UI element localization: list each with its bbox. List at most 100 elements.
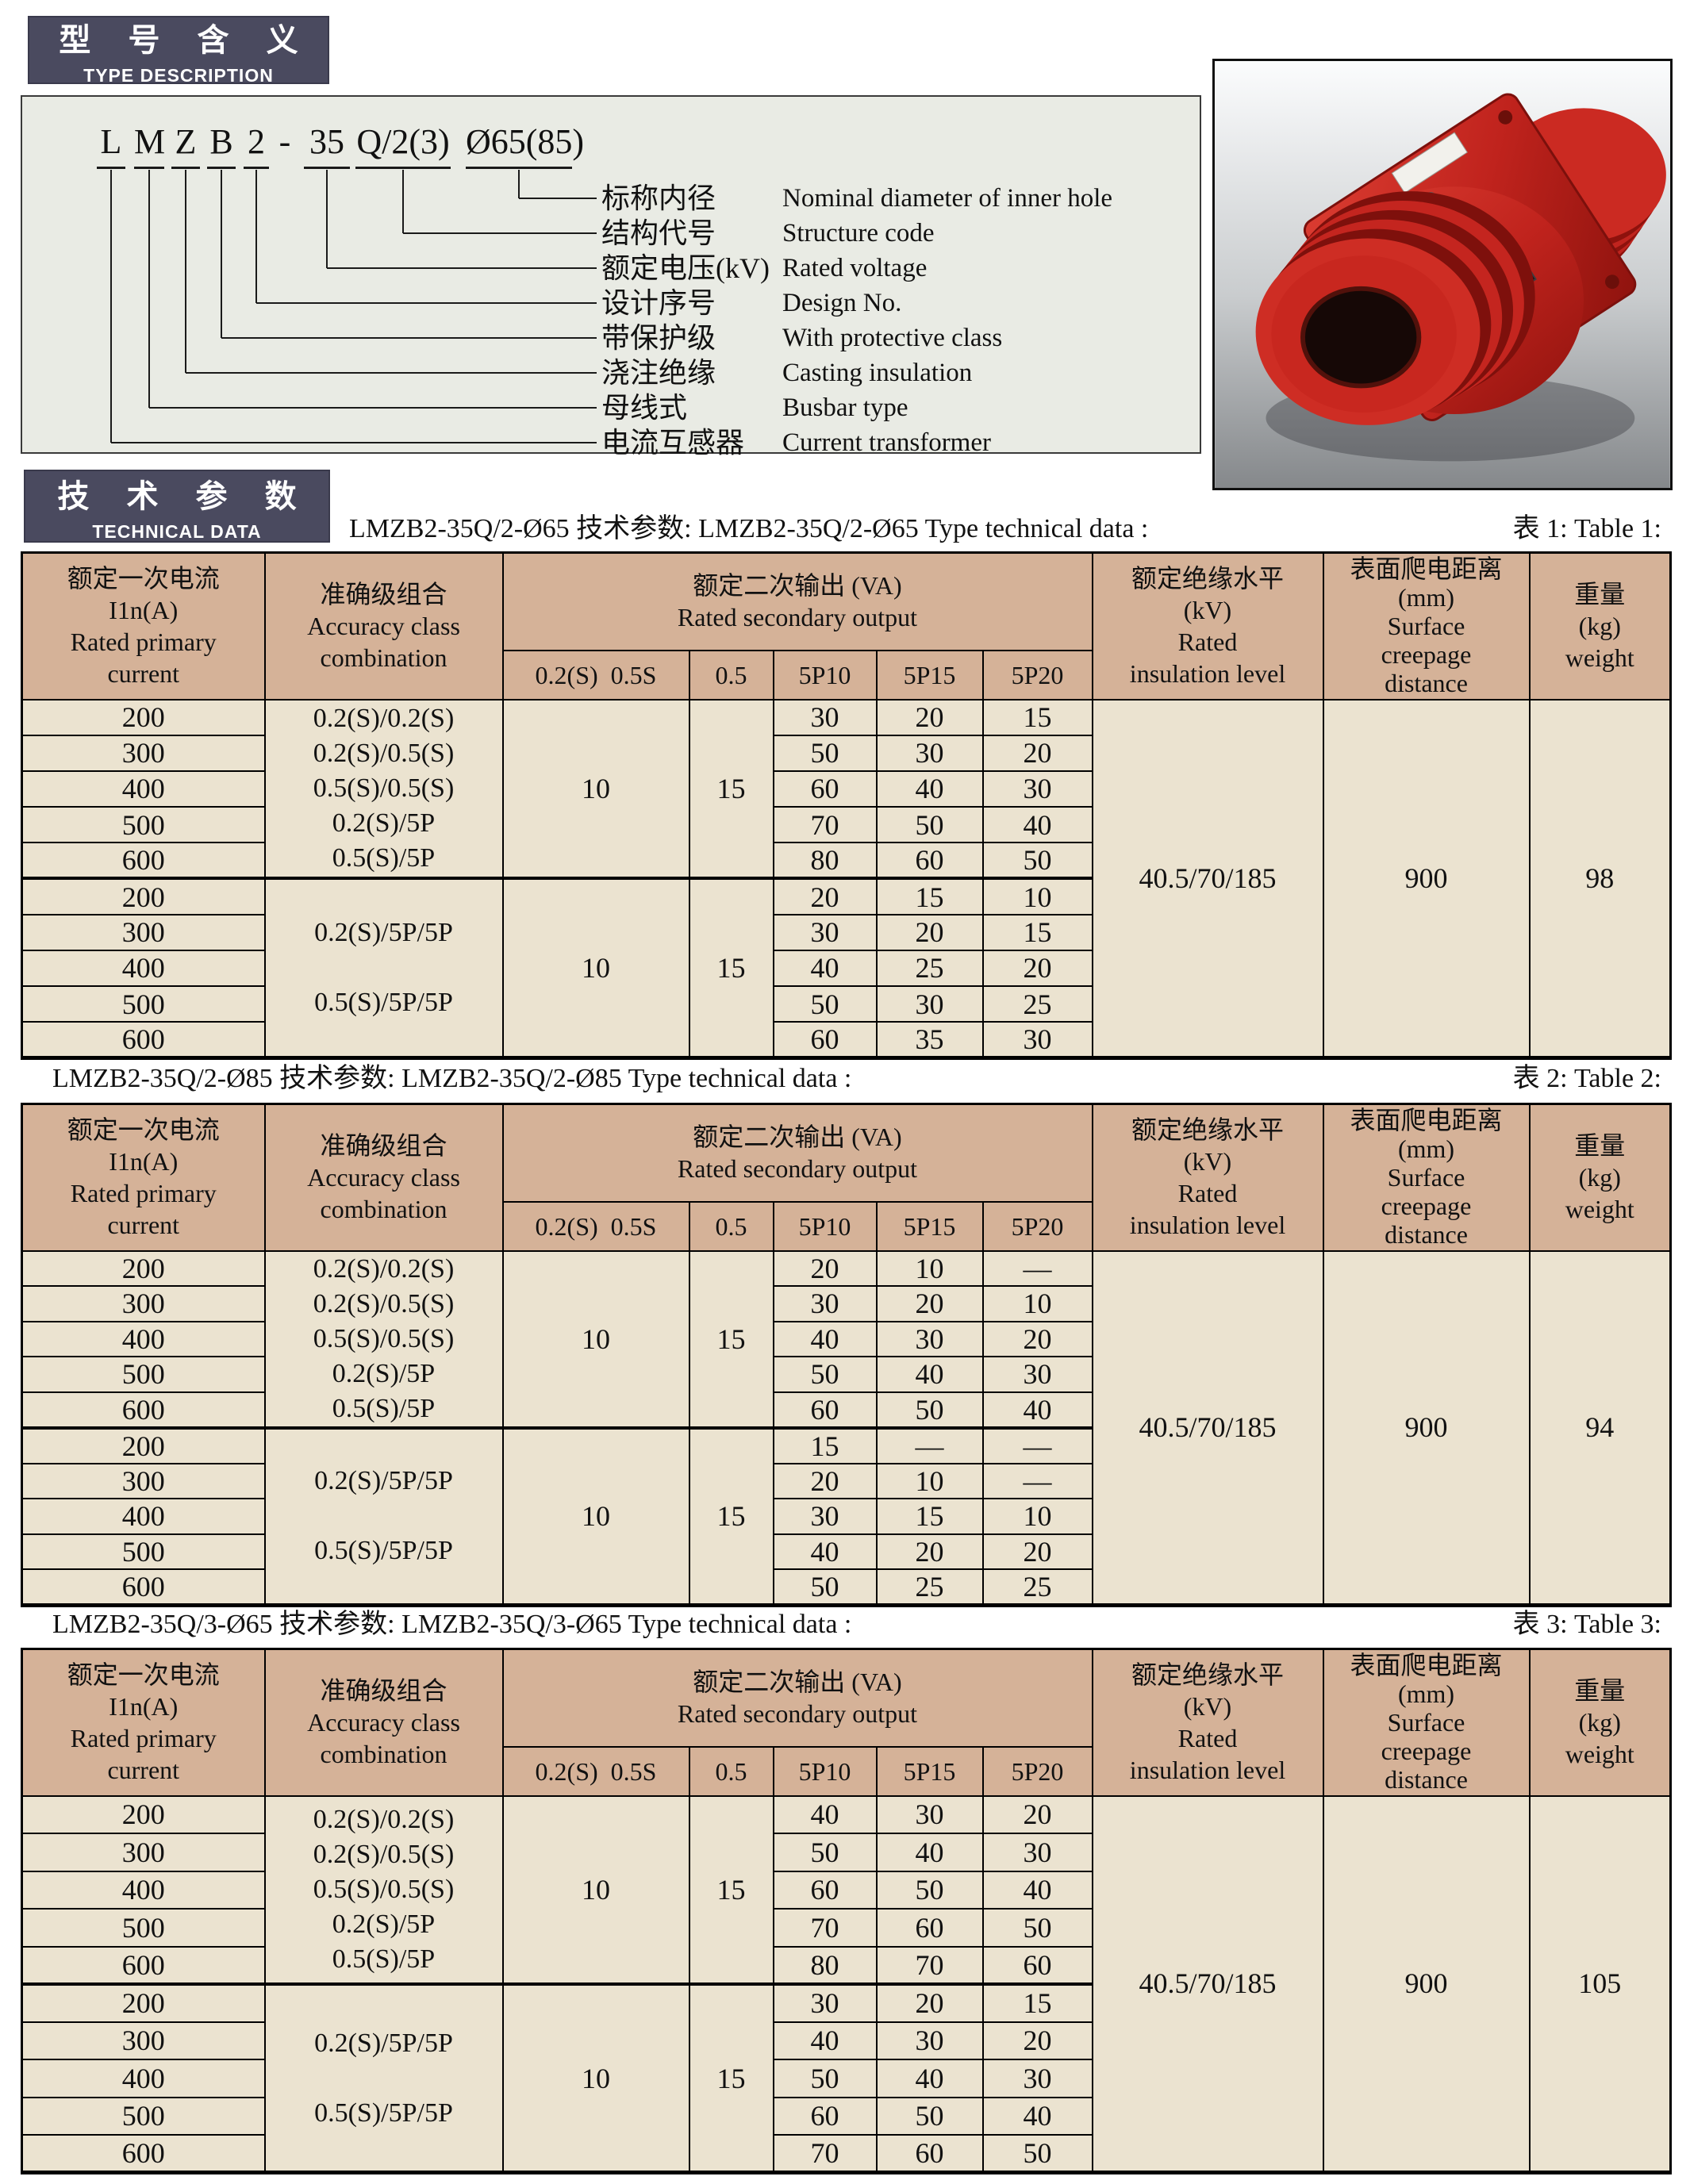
table-row: 200 0.2(S)/0.2(S) 0.2(S)/0.5(S) 0.5(S)/0.… [21,698,1672,1059]
type-label-en: With protective class [782,324,1003,352]
header-output-class: 0.5 [688,1200,774,1252]
technical-table-3: 额定一次电流 I1n(A) Rated primary current 准确级组合… [21,1648,1672,2174]
header-weight: 重量 (kg) weight [1528,1648,1672,1797]
table-row: 200 0.2(S)/0.2(S) 0.2(S)/0.5(S) 0.5(S)/0.… [21,1249,1672,1606]
header-insulation-level: 额定绝缘水平 (kV) Rated insulation level [1091,551,1324,700]
cell-primary-current: 400 [21,1498,266,1535]
cell-accuracy-combination: 0.2(S)/0.2(S) 0.2(S)/0.5(S) 0.5(S)/0.5(S… [263,698,504,880]
connector-line-horizontal [149,407,597,409]
type-code-segment: - [278,122,291,161]
cell-output-5p20: 20 [981,1320,1093,1357]
header-secondary-output: 额定二次输出 (VA) Rated secondary output [501,551,1093,651]
cell-output-5p10: 40 [772,1794,878,1834]
cell-insulation-level: 40.5/70/185 [1091,698,1324,1059]
cell-output-5p10: 70 [772,1908,878,1948]
table-row: 300 40 30 20 [21,2021,1671,2060]
cell-output-02s-05s: 10 [501,1794,690,1985]
cell-output-5p10: 15 [772,1426,878,1464]
cell-output-05: 15 [688,698,774,880]
cell-output-5p10: 50 [772,1356,878,1393]
type-code-segment: Z [171,121,200,169]
cell-output-5p15: 35 [875,1021,984,1059]
caption-left: LMZB2-35Q/3-Ø65 技术参数: LMZB2-35Q/3-Ø65 Ty… [52,1610,852,1639]
header-insulation-level: 额定绝缘水平 (kV) Rated insulation level [1091,1648,1324,1797]
table-row: 600 60 35 30 [21,1021,1671,1059]
cell-output-5p15: 30 [875,1794,984,1834]
cell-primary-current: 200 [21,698,266,736]
cell-output-5p20: 30 [981,1356,1093,1393]
cell-primary-current: 400 [21,1870,266,1910]
header-creepage-distance: 表面爬电距离 (mm) Surface creepage distance [1322,1648,1531,1797]
type-label-en: Design No. [782,289,902,317]
white-label [1391,132,1468,194]
table-row: 300 20 10— [21,1462,1671,1499]
connector-line-horizontal [221,337,597,339]
cell-output-5p15: 20 [875,698,984,736]
type-label-en: Casting insulation [782,359,973,387]
cell-output-5p15: 50 [875,806,984,844]
technical-data-badge: 技 术 参 数 TECHNICAL DATA [24,470,330,543]
cell-output-5p20: 20 [981,1794,1093,1834]
cell-output-5p20: 40 [981,1870,1093,1910]
table-row: 400 60 50 40 [21,1870,1671,1910]
cell-output-5p15: 15 [875,877,984,915]
header-primary-current: 额定一次电流 I1n(A) Rated primary current [21,1648,266,1797]
cell-creepage-distance: 900 [1322,1249,1531,1606]
cell-output-5p20: 40 [981,2096,1093,2136]
cell-output-5p10: 30 [772,1982,878,2023]
cell-output-5p20: 25 [981,985,1093,1023]
cell-output-5p10: 30 [772,698,878,736]
cell-primary-current: 500 [21,806,266,844]
connector-line-horizontal [327,267,597,269]
type-label-zh: 电流互感器 [601,427,745,459]
header-row: 额定一次电流 I1n(A) Rated primary current 准确级组合… [21,1648,1672,1797]
cell-output-5p20: 15 [981,913,1093,951]
badge-title-en: TYPE DESCRIPTION [83,64,274,86]
type-code-segment: 2 [244,121,269,169]
cell-output-5p15: 40 [875,2059,984,2098]
cell-output-5p15: 50 [875,1870,984,1910]
cell-output-05: 15 [688,1982,774,2174]
connector-line-vertical [185,170,186,373]
cell-output-5p15: 40 [875,770,984,808]
type-label-zh: 额定电压(kV) [601,252,770,284]
cell-accuracy-combination: 0.2(S)/0.2(S) 0.2(S)/0.5(S) 0.5(S)/0.5(S… [263,1794,504,1985]
cell-output-5p20: — [981,1249,1093,1287]
product-photo [1212,59,1673,490]
cell-primary-current: 600 [21,1391,266,1429]
cell-creepage-distance: 900 [1322,1794,1531,2174]
cell-output-5p15: 30 [875,734,984,772]
cell-primary-current: 600 [21,1021,266,1059]
cell-output-5p15: 25 [875,949,984,988]
cell-weight: 98 [1528,698,1672,1059]
cell-output-05: 15 [688,1426,774,1606]
cell-primary-current: 600 [21,1568,266,1606]
cell-primary-current: 200 [21,1249,266,1287]
cell-output-5p10: 50 [772,1833,878,1872]
header-output-class: 5P15 [875,1745,984,1797]
cell-output-5p20: 30 [981,1833,1093,1872]
cell-output-5p20: 25 [981,1568,1093,1606]
type-code-segment: L [97,121,125,169]
connector-line-horizontal [519,198,597,199]
cell-output-5p20: 10 [981,1285,1093,1322]
cell-output-5p20: 20 [981,949,1093,988]
table-row: 600 80 70 60 [21,1945,1671,1985]
cell-output-05: 15 [688,1794,774,1985]
cell-output-5p15: 30 [875,985,984,1023]
type-label-zh: 母线式 [601,392,688,424]
type-description-badge: 型 号 含 义 TYPE DESCRIPTION [28,16,329,86]
cell-output-5p10: 40 [772,1533,878,1570]
cell-output-5p10: 30 [772,1285,878,1322]
table-row: 300 30 20 15 [21,913,1671,951]
cell-output-5p20: — [981,1426,1093,1464]
type-label-zh: 浇注绝缘 [601,357,716,389]
cell-output-05: 15 [688,1249,774,1429]
connector-line-vertical [110,170,112,443]
cell-primary-current: 500 [21,1356,266,1393]
subheader-row: 0.2(S) 0.5S 0.5 5P10 5P15 5P20 [22,1200,1671,1252]
badge-title-en: TECHNICAL DATA [92,520,262,542]
type-label-en: Nominal diameter of inner hole [782,184,1113,213]
header-output-class: 5P15 [875,649,984,700]
cell-output-5p15: 60 [875,2134,984,2174]
